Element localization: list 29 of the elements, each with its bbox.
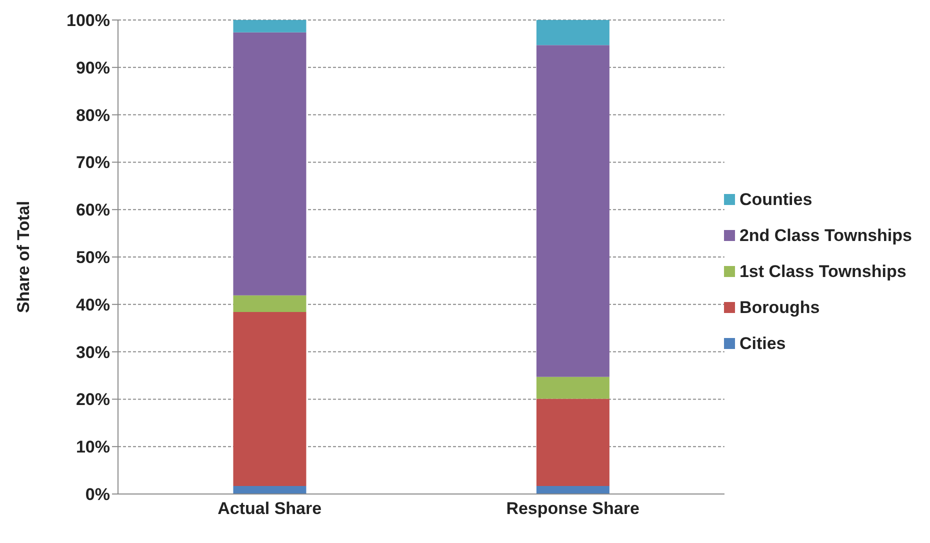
y-tick-label: 70% — [76, 153, 110, 172]
legend-label: 1st Class Townships — [739, 262, 906, 282]
legend-label: Counties — [739, 190, 812, 210]
legend-label: 2nd Class Townships — [739, 226, 912, 246]
y-tick-label: 90% — [76, 58, 110, 78]
y-tick-label: 20% — [76, 390, 110, 410]
y-tick-label: 0% — [85, 485, 110, 504]
bar — [233, 295, 306, 312]
legend-label: Cities — [739, 334, 786, 354]
bar — [536, 45, 610, 377]
y-tick-label: 100% — [66, 11, 110, 30]
y-axis-title: Share of Total — [14, 200, 34, 314]
bar — [536, 398, 610, 486]
bar — [536, 376, 610, 399]
bar — [233, 312, 306, 486]
bar — [233, 486, 306, 494]
y-tick-label: 30% — [76, 342, 110, 362]
y-tick-label: 10% — [76, 438, 110, 457]
bar — [536, 20, 610, 46]
x-tick-label: Response Share — [506, 499, 640, 518]
x-tick-label: Actual Share — [218, 499, 322, 518]
y-tick-label: 40% — [76, 295, 110, 314]
bar — [536, 486, 610, 494]
bar — [233, 20, 306, 32]
y-tick-label: 50% — [76, 248, 110, 268]
y-tick-label: 80% — [76, 106, 110, 125]
y-tick-label: 60% — [76, 200, 110, 220]
legend-label: Boroughs — [739, 298, 820, 318]
bar — [233, 32, 306, 296]
